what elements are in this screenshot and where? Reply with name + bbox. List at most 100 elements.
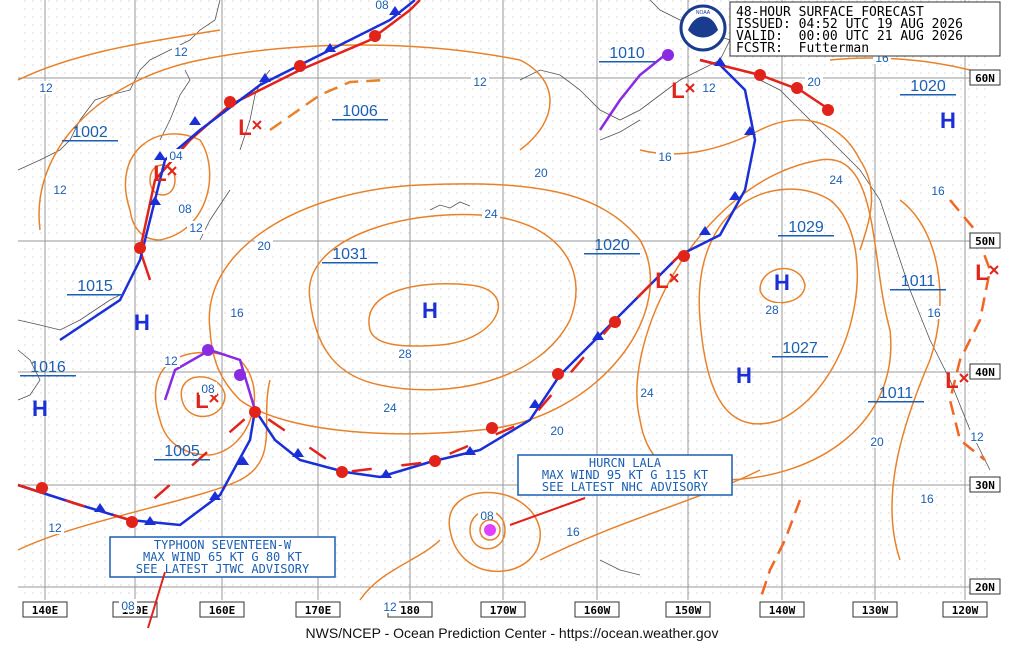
low-center: L: [671, 78, 684, 103]
lon-label-box: [759, 601, 805, 618]
cold-front-triangle: [259, 73, 271, 82]
low-x: [959, 373, 969, 383]
lon-label: 170E: [305, 604, 332, 617]
low-x: [209, 393, 219, 403]
advisory-box: [517, 454, 733, 496]
cold-front-triangle: [714, 57, 726, 66]
isobar-label: 28: [765, 303, 779, 317]
low-x: [252, 120, 262, 130]
isobar-label: 04: [169, 149, 183, 163]
occluded-symbol: [662, 49, 674, 61]
low-center: L: [238, 115, 251, 140]
isobar-label-bg: [228, 306, 246, 319]
pressure-underline: [332, 119, 388, 121]
central-pressure: 1002: [72, 124, 108, 141]
high-center: H: [940, 108, 956, 133]
isobar-label-bg: [187, 221, 205, 234]
pressure-underline: [322, 262, 378, 264]
map-background: [18, 0, 990, 600]
advisory-line: MAX WIND 95 KT G 115 KT: [542, 468, 708, 482]
isobar-label: 20: [870, 435, 884, 449]
central-pressure: 1011: [879, 385, 914, 402]
isobar-label-bg: [162, 354, 180, 367]
high-center: H: [736, 363, 752, 388]
isobar-label: 12: [189, 221, 203, 235]
lon-label: 170W: [490, 604, 517, 617]
advisory-line: TYPHOON SEVENTEEN-W: [154, 538, 292, 552]
cold-front-triangle: [464, 446, 476, 455]
pressure-underline: [62, 140, 118, 142]
isobar-label: 20: [257, 239, 271, 253]
lon-label: 150W: [675, 604, 702, 617]
warm-front-semicircle: [224, 96, 236, 108]
isobar-label-bg: [868, 435, 886, 448]
warm-front-semicircle: [126, 516, 138, 528]
cold-front-triangle: [144, 516, 156, 525]
cold-front-triangle: [380, 469, 392, 478]
central-pressure: 1006: [342, 103, 378, 120]
low-x: [669, 273, 679, 283]
isobar-label: 08: [201, 382, 215, 396]
hurricane-symbol: [484, 524, 496, 536]
isobar-label-bg: [548, 424, 566, 437]
cold-front-triangle: [209, 491, 221, 500]
advisory-line: SEE LATEST JTWC ADVISORY: [136, 562, 310, 576]
isobar-label-bg: [396, 347, 414, 360]
occluded-symbol: [234, 369, 246, 381]
warm-front-semicircle: [609, 316, 621, 328]
central-pressure: 1005: [164, 443, 200, 460]
isobar-label: 28: [398, 347, 412, 361]
footer-credit: NWS/NCEP - Ocean Prediction Center - htt…: [306, 625, 719, 641]
cold-front-triangle: [237, 456, 249, 465]
isobars: [17, 29, 971, 601]
isobar-label: 08: [121, 599, 135, 613]
lat-label: 20N: [975, 581, 995, 594]
isobar-label: 24: [640, 386, 654, 400]
isobar-label: 12: [53, 183, 67, 197]
isobar-label-bg: [656, 150, 674, 163]
lat-label-box: [969, 69, 1001, 86]
isobar-label-bg: [763, 303, 781, 316]
lon-label: 140E: [32, 604, 59, 617]
warm-front-semicircle: [791, 82, 803, 94]
header-box: NOAA 48-HOUR SURFACE FORECAST ISSUED: 04…: [679, 1, 1001, 57]
high-center: H: [134, 310, 150, 335]
isobar-label-bg: [119, 599, 137, 612]
isobar-label: 12: [383, 600, 397, 614]
isobar-label-bg: [638, 386, 656, 399]
advisory-box: [109, 536, 336, 578]
cold-front-triangle: [189, 116, 201, 125]
central-pressure: 1010: [609, 45, 645, 62]
isobar-label-bg: [564, 525, 582, 538]
high-center: H: [774, 270, 790, 295]
hurricane-symbol-ring: [479, 519, 501, 541]
warm-front-semicircle: [369, 30, 381, 42]
lon-label-box: [942, 601, 988, 618]
lat-label: 30N: [975, 479, 995, 492]
isobar-label-bg: [172, 45, 190, 58]
isobar-label: 24: [383, 401, 397, 415]
isobar-label-bg: [381, 401, 399, 414]
warm-front-semicircle: [429, 455, 441, 467]
low-x: [167, 166, 177, 176]
pressure-underline: [67, 294, 123, 296]
header-line: VALID: 00:00 UTC 21 AUG 2026: [736, 29, 963, 44]
lat-label: 50N: [975, 235, 995, 248]
cold-front-triangle: [292, 448, 304, 457]
cold-front-triangle: [529, 399, 541, 408]
lon-label-box: [295, 601, 341, 618]
isobar-label: 24: [829, 173, 843, 187]
isobar-label: 16: [230, 306, 244, 320]
isobar-label: 08: [178, 202, 192, 216]
pressure-underline: [778, 235, 834, 237]
central-pressure: 1011: [901, 273, 936, 290]
isobar-label: 16: [658, 150, 672, 164]
central-pressure: 1020: [910, 78, 946, 95]
warm-front-semicircle: [486, 422, 498, 434]
pressure-underline: [890, 289, 946, 291]
lon-label: 120W: [952, 604, 979, 617]
lon-label: 130W: [862, 604, 889, 617]
labels: 140E150E160E170E180170W160W150W140W130W1…: [20, 0, 1001, 618]
